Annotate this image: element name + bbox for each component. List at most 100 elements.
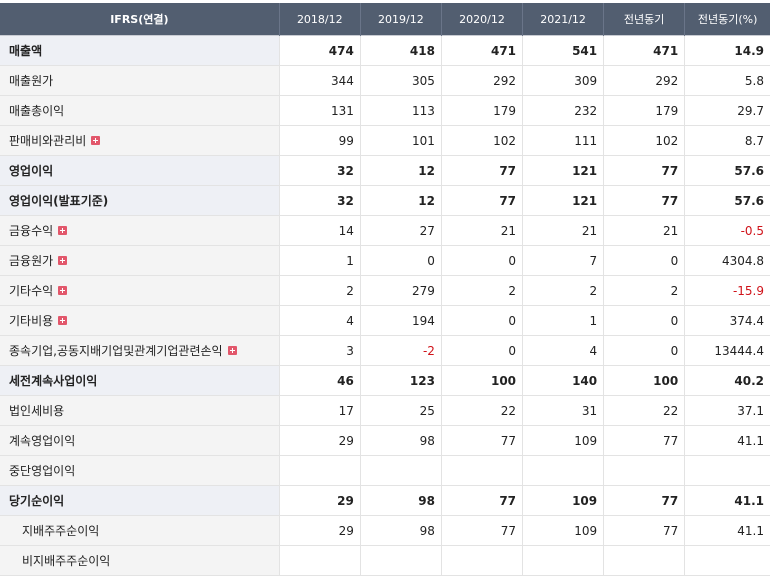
- value-cell: 77: [440, 515, 523, 546]
- value-cell: [359, 545, 442, 576]
- value-cell: 305: [359, 65, 442, 96]
- value-cell: 2: [440, 275, 523, 306]
- row-label: 계속영업이익: [9, 434, 76, 448]
- value-cell: [603, 455, 685, 486]
- value-cell: 41.1: [684, 425, 770, 456]
- value-cell: 29: [278, 485, 361, 516]
- row-label-cell: 중단영업이익: [0, 455, 280, 486]
- value-cell: 3: [278, 335, 361, 366]
- value-cell: [278, 545, 361, 576]
- header-yoy-percent: 전년동기(%): [684, 3, 770, 36]
- value-cell: 2: [522, 275, 604, 306]
- table-row: 판매비와관리비 99 101 102 111 102 8.7: [0, 125, 770, 156]
- value-cell: 5.8: [684, 65, 770, 96]
- table-row: 매출액 474 418 471 541 471 14.9: [0, 35, 770, 66]
- value-cell: 0: [603, 245, 685, 276]
- expand-plus-icon[interactable]: [227, 346, 237, 355]
- value-cell: 102: [440, 125, 523, 156]
- value-cell: 121: [522, 185, 604, 216]
- row-label: 판매비와관리비: [9, 134, 87, 148]
- header-2019: 2019/12: [359, 3, 442, 36]
- value-cell: 109: [522, 485, 604, 516]
- value-cell: [522, 545, 604, 576]
- row-label-cell: 매출원가: [0, 65, 280, 96]
- value-cell: 25: [359, 395, 442, 426]
- header-2021: 2021/12: [522, 3, 604, 36]
- value-cell: 37.1: [684, 395, 770, 426]
- header-2018: 2018/12: [278, 3, 361, 36]
- value-cell: 77: [603, 155, 685, 186]
- row-label: 영업이익: [9, 164, 54, 178]
- value-cell: 14.9: [684, 35, 770, 66]
- value-cell: -15.9: [684, 275, 770, 306]
- expand-plus-icon[interactable]: [58, 256, 68, 265]
- value-cell: 77: [603, 515, 685, 546]
- value-cell: 57.6: [684, 185, 770, 216]
- expand-plus-icon[interactable]: [58, 226, 68, 235]
- value-cell: 77: [603, 185, 685, 216]
- value-cell: 98: [359, 515, 442, 546]
- value-cell: 4304.8: [684, 245, 770, 276]
- table-row: 종속기업,공동지배기업및관계기업관련손익 3 -2 0 4 0 13444.4: [0, 335, 770, 366]
- value-cell: 98: [359, 485, 442, 516]
- table-row: 비지배주주순이익: [0, 545, 770, 576]
- value-cell: 2: [278, 275, 361, 306]
- row-label-cell: 계속영업이익: [0, 425, 280, 456]
- value-cell: 8.7: [684, 125, 770, 156]
- row-label: 기타수익: [9, 284, 54, 298]
- value-cell: 0: [440, 335, 523, 366]
- row-label: 매출총이익: [9, 104, 65, 118]
- value-cell: 77: [603, 485, 685, 516]
- table-row: 영업이익 32 12 77 121 77 57.6: [0, 155, 770, 186]
- value-cell: 77: [440, 425, 523, 456]
- value-cell: 22: [603, 395, 685, 426]
- value-cell: 474: [278, 35, 361, 66]
- row-label-cell: 금융원가: [0, 245, 280, 276]
- expand-plus-icon[interactable]: [58, 286, 68, 295]
- table-row: 계속영업이익 29 98 77 109 77 41.1: [0, 425, 770, 456]
- row-label: 매출액: [9, 44, 43, 58]
- table-row: 중단영업이익: [0, 455, 770, 486]
- table-row: 매출총이익 131 113 179 232 179 29.7: [0, 95, 770, 126]
- row-label: 세전계속사업이익: [9, 374, 98, 388]
- value-cell: 232: [522, 95, 604, 126]
- value-cell: 344: [278, 65, 361, 96]
- value-cell: 471: [603, 35, 685, 66]
- expand-plus-icon[interactable]: [91, 136, 101, 145]
- value-cell: 121: [522, 155, 604, 186]
- value-cell: 13444.4: [684, 335, 770, 366]
- row-label: 법인세비용: [9, 404, 65, 418]
- value-cell: 29: [278, 515, 361, 546]
- header-label-column: IFRS(연결): [0, 3, 280, 36]
- value-cell: 77: [440, 155, 523, 186]
- value-cell: 98: [359, 425, 442, 456]
- expand-plus-icon[interactable]: [58, 316, 68, 325]
- value-cell: 1: [278, 245, 361, 276]
- table-row: 세전계속사업이익 46 123 100 140 100 40.2: [0, 365, 770, 396]
- value-cell: 4: [522, 335, 604, 366]
- value-cell: [684, 545, 770, 576]
- value-cell: 21: [522, 215, 604, 246]
- value-cell: 1: [522, 305, 604, 336]
- value-cell: 12: [359, 155, 442, 186]
- value-cell: 292: [440, 65, 523, 96]
- row-label-cell: 지배주주순이익: [0, 515, 280, 546]
- value-cell: 102: [603, 125, 685, 156]
- header-2020: 2020/12: [440, 3, 523, 36]
- value-cell: [440, 545, 523, 576]
- value-cell: 292: [603, 65, 685, 96]
- header-yoy: 전년동기: [603, 3, 685, 36]
- value-cell: 41.1: [684, 515, 770, 546]
- row-label-cell: 법인세비용: [0, 395, 280, 426]
- table-row: 법인세비용 17 25 22 31 22 37.1: [0, 395, 770, 426]
- value-cell: 418: [359, 35, 442, 66]
- value-cell: 4: [278, 305, 361, 336]
- header-row: IFRS(연결) 2018/12 2019/12 2020/12 2021/12…: [0, 3, 770, 36]
- value-cell: 2: [603, 275, 685, 306]
- table-row: 금융원가 1 0 0 7 0 4304.8: [0, 245, 770, 276]
- row-label: 당기순이익: [9, 494, 65, 508]
- value-cell: 21: [440, 215, 523, 246]
- row-label: 기타비용: [9, 314, 54, 328]
- value-cell: 0: [359, 245, 442, 276]
- value-cell: 109: [522, 425, 604, 456]
